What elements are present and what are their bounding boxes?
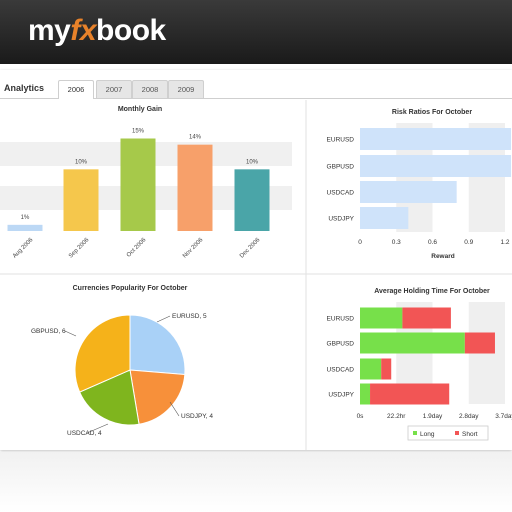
- label-leader: [156, 315, 171, 323]
- section-title: Analytics: [4, 83, 45, 93]
- x-tick-label: 3.7day: [495, 413, 512, 420]
- label-leader: [64, 330, 77, 337]
- legend: Long Short: [407, 425, 489, 441]
- x-tick-label: Oct 2006: [126, 237, 148, 259]
- bar-aug-2006: [7, 224, 43, 231]
- legend-swatch-short: [455, 431, 459, 435]
- bar-usdcad: [360, 181, 457, 203]
- panel-reflection: [0, 452, 512, 512]
- tab-bar: Analytics 2006 2007 2008 2009: [0, 76, 512, 99]
- data-label: 10%: [75, 159, 88, 165]
- bar-usdjpy-short: [370, 383, 450, 405]
- slice-gbpusd-6: [74, 314, 131, 393]
- tab-2008[interactable]: 2008: [132, 80, 168, 98]
- slice-eurusd-5: [129, 314, 186, 376]
- top-bar: myfxbook: [0, 0, 512, 64]
- slice-label: GBPUSD, 6: [31, 328, 66, 335]
- tab-2009[interactable]: 2009: [168, 80, 204, 98]
- y-tick-label: EURUSD: [327, 316, 355, 323]
- y-tick-label: EURUSD: [327, 137, 355, 144]
- data-label: 14%: [189, 135, 202, 141]
- x-tick-label: 0s: [357, 413, 365, 420]
- x-tick-label: 2.8day: [459, 413, 479, 420]
- legend-swatch-long: [413, 431, 417, 435]
- data-label: 10%: [246, 159, 259, 165]
- chart-title: Risk Ratios For October: [392, 109, 472, 116]
- y-tick-label: USDCAD: [327, 190, 355, 197]
- chart-title: Currencies Popularity For October: [73, 285, 188, 292]
- x-axis-label: Reward: [431, 253, 455, 260]
- bar-usdcad-short: [381, 358, 392, 380]
- tab-2006[interactable]: 2006: [58, 80, 94, 99]
- monthly-gain-chart: Monthly Gain 1% Aug 2006 10% Sep 2006 15% Oct …: [0, 106, 292, 260]
- x-tick-label: 0.6: [428, 239, 437, 246]
- bar-nov-2006: [177, 144, 213, 231]
- bar-gbpusd-long: [360, 332, 465, 354]
- slice-label: EURUSD, 5: [172, 313, 207, 320]
- label-leader: [169, 401, 180, 417]
- bar-usdcad-long: [360, 358, 382, 380]
- bar-eurusd-short: [402, 307, 451, 329]
- slice-usdjpy-4: [129, 369, 186, 425]
- data-label: 15%: [132, 129, 145, 135]
- legend-label-long: Long: [420, 431, 435, 438]
- chart-title: Average Holding Time For October: [374, 288, 490, 295]
- legend-label-short: Short: [462, 431, 478, 438]
- holding-time-chart: Average Holding Time For October EURUSD GB…: [327, 288, 512, 441]
- y-tick-label: USDCAD: [327, 367, 355, 374]
- x-tick-label: 1.2: [500, 239, 509, 246]
- bar-usdjpy: [360, 207, 409, 229]
- bar-sep-2006: [63, 169, 99, 231]
- bar-dec-2006: [234, 169, 270, 231]
- y-tick-label: USDJPY: [328, 392, 354, 399]
- bar-gbpusd-short: [464, 332, 495, 354]
- bar-usdjpy-long: [360, 383, 371, 405]
- data-label: 1%: [21, 215, 30, 221]
- y-tick-label: USDJPY: [328, 216, 354, 223]
- x-tick-label: 0.3: [392, 239, 401, 246]
- legend-box: [407, 425, 489, 441]
- x-tick-label: Aug 2006: [12, 237, 35, 260]
- bar-oct-2006: [120, 138, 156, 231]
- x-tick-label: Dec 2006: [239, 237, 262, 260]
- currencies-popularity-chart: Currencies Popularity For October EURUSD,…: [31, 285, 213, 437]
- myfxbook-logo[interactable]: myfxbook: [28, 14, 166, 47]
- x-tick-label: Nov 2006: [182, 237, 205, 260]
- risk-ratios-chart: Risk Ratios For October EURUSD GBPUSD USDCA…: [327, 109, 512, 260]
- x-tick-label: 0: [358, 239, 362, 246]
- slice-label: USDCAD, 4: [67, 430, 102, 437]
- bar-eurusd: [360, 128, 512, 150]
- chart-title: Monthly Gain: [118, 106, 162, 113]
- y-tick-label: GBPUSD: [327, 164, 355, 171]
- bar-gbpusd: [360, 155, 512, 177]
- x-tick-label: 0.9: [464, 239, 473, 246]
- x-tick-label: 22.2hr: [387, 413, 406, 420]
- label-leader: [86, 423, 109, 434]
- x-tick-label: 1.9day: [423, 413, 443, 420]
- slice-label: USDJPY, 4: [181, 413, 213, 420]
- tab-2007[interactable]: 2007: [96, 80, 132, 98]
- y-tick-label: GBPUSD: [327, 341, 355, 348]
- x-tick-label: Sep 2006: [68, 237, 91, 260]
- bar-eurusd-long: [360, 307, 403, 329]
- slice-usdcad-4: [78, 369, 140, 426]
